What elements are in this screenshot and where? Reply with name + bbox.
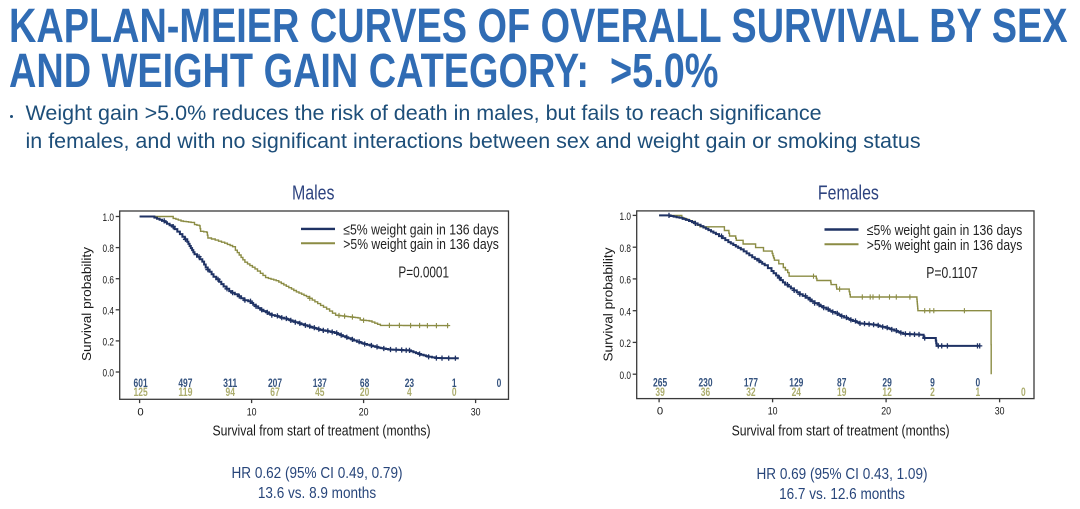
svg-text:311: 311 <box>223 378 238 390</box>
svg-text:0.8: 0.8 <box>103 243 115 255</box>
svg-text:Females: Females <box>818 183 879 205</box>
svg-text:10: 10 <box>768 406 778 418</box>
svg-text:Males: Males <box>292 183 335 205</box>
svg-text:20: 20 <box>359 406 369 418</box>
svg-text:12: 12 <box>882 387 891 399</box>
svg-text:10: 10 <box>247 406 257 418</box>
svg-text:0.6: 0.6 <box>103 274 115 286</box>
svg-text:0.8: 0.8 <box>620 243 632 255</box>
svg-text:0: 0 <box>137 406 143 418</box>
svg-text:0: 0 <box>452 387 457 399</box>
svg-text:9: 9 <box>930 378 935 390</box>
svg-text:≤5% weight gain in 136 days: ≤5% weight gain in 136 days <box>867 223 1023 239</box>
svg-text:0: 0 <box>1021 387 1026 399</box>
svg-text:0: 0 <box>657 406 663 418</box>
svg-text:137: 137 <box>313 378 327 390</box>
svg-text:≤5% weight gain in 136 days: ≤5% weight gain in 136 days <box>343 222 499 238</box>
svg-text:39: 39 <box>655 387 664 399</box>
svg-text:0: 0 <box>976 378 981 390</box>
svg-text:2: 2 <box>930 387 935 399</box>
svg-text:87: 87 <box>837 378 846 390</box>
svg-text:67: 67 <box>270 387 279 399</box>
svg-text:601: 601 <box>134 378 149 390</box>
svg-text:497: 497 <box>178 378 192 390</box>
svg-text:>5% weight gain in 136 days: >5% weight gain in 136 days <box>867 238 1023 254</box>
svg-text:265: 265 <box>653 378 668 390</box>
svg-text:0.2: 0.2 <box>620 338 632 350</box>
svg-text:30: 30 <box>471 406 481 418</box>
svg-text:36: 36 <box>701 387 710 399</box>
svg-text:Survival probability: Survival probability <box>79 246 94 361</box>
svg-text:19: 19 <box>837 387 846 399</box>
svg-text:45: 45 <box>315 387 325 399</box>
svg-text:0.0: 0.0 <box>620 370 632 382</box>
svg-text:Survival probability: Survival probability <box>600 247 615 362</box>
svg-text:23: 23 <box>405 378 414 390</box>
svg-text:30: 30 <box>995 406 1005 418</box>
svg-text:0: 0 <box>497 378 502 390</box>
svg-text:Survival from start of treatme: Survival from start of treatment (months… <box>732 424 950 440</box>
svg-text:29: 29 <box>882 378 891 390</box>
svg-text:20: 20 <box>881 406 891 418</box>
svg-text:0.4: 0.4 <box>103 305 115 317</box>
svg-text:207: 207 <box>268 378 282 390</box>
svg-text:125: 125 <box>134 387 149 399</box>
svg-text:129: 129 <box>789 378 803 390</box>
svg-text:>5% weight gain in 136 days: >5% weight gain in 136 days <box>343 237 499 253</box>
svg-text:20: 20 <box>360 387 369 399</box>
svg-text:4: 4 <box>407 387 412 399</box>
svg-text:Survival from start of treatme: Survival from start of treatment (months… <box>213 424 431 440</box>
svg-text:119: 119 <box>178 387 192 399</box>
svg-text:0.4: 0.4 <box>620 306 632 318</box>
svg-text:24: 24 <box>792 387 802 399</box>
svg-text:94: 94 <box>226 387 236 399</box>
svg-text:1.0: 1.0 <box>620 211 632 223</box>
svg-text:230: 230 <box>698 378 712 390</box>
svg-text:P=0.0001: P=0.0001 <box>398 265 449 282</box>
svg-text:32: 32 <box>746 387 755 399</box>
svg-text:0.6: 0.6 <box>620 275 632 287</box>
svg-text:0.2: 0.2 <box>103 337 115 349</box>
svg-text:1.0: 1.0 <box>103 212 115 224</box>
svg-text:68: 68 <box>360 378 370 390</box>
svg-text:1: 1 <box>976 387 981 399</box>
svg-text:1: 1 <box>452 378 457 390</box>
svg-text:0.0: 0.0 <box>103 368 115 380</box>
svg-text:177: 177 <box>744 378 758 390</box>
svg-text:P=0.1107: P=0.1107 <box>926 265 978 282</box>
